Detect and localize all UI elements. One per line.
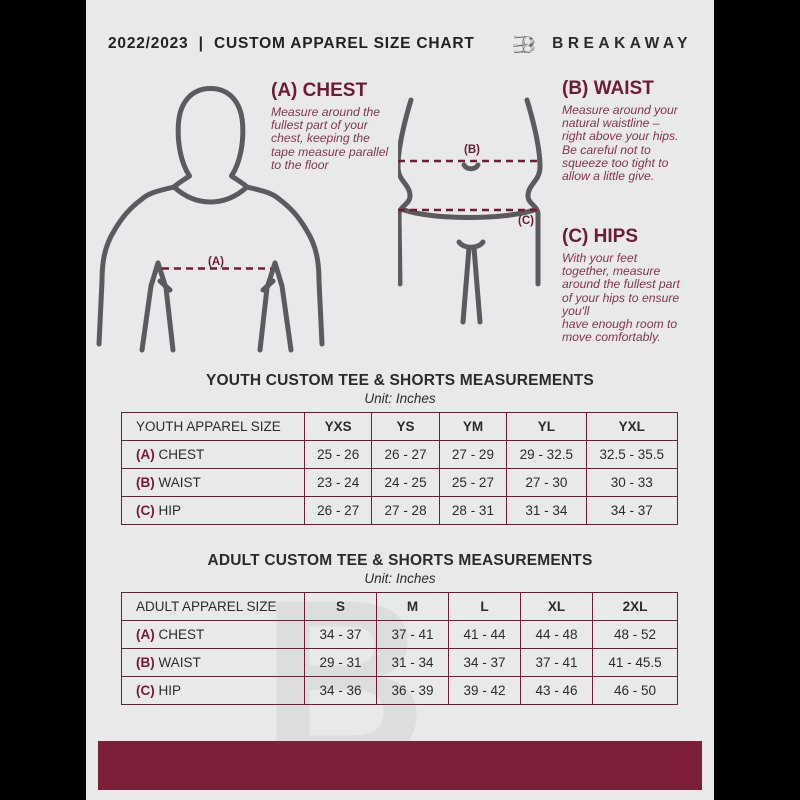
svg-text:(C): (C) [518, 215, 534, 227]
svg-text:(A): (A) [208, 256, 224, 268]
svg-text:(B): (B) [464, 144, 480, 156]
